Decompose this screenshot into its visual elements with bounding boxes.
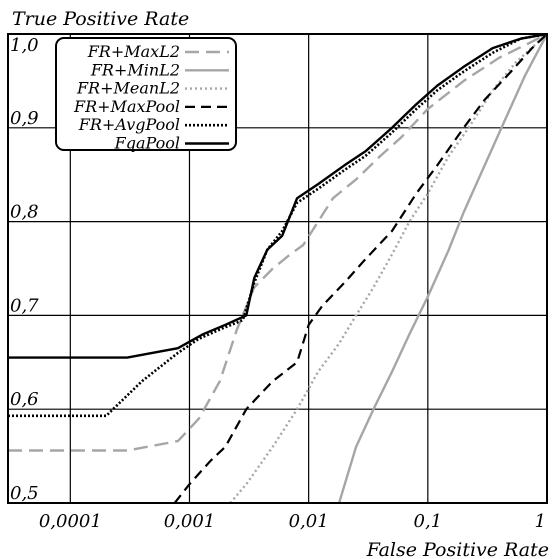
legend-label: FR+MaxL2 — [87, 42, 180, 61]
series-line-5 — [8, 34, 547, 418]
legend-label: FR+MeanL2 — [76, 79, 180, 98]
legend: FR+MaxL2FR+MinL2FR+MeanL2FR+MaxPoolFR+Av… — [55, 37, 237, 153]
legend-label: FR+MinL2 — [90, 60, 180, 79]
plot-frame — [7, 33, 548, 504]
x-axis-label: False Positive Rate — [366, 539, 549, 559]
x-tick-label: 0,01 — [289, 511, 329, 532]
legend-items: FR+MaxL2FR+MinL2FR+MeanL2FR+MaxPoolFR+Av… — [73, 42, 229, 153]
y-tick-label: 0,9 — [10, 108, 39, 129]
legend-label: FR+MaxPool — [73, 97, 180, 116]
y-tick-label: 1,0 — [10, 35, 39, 56]
x-tick-label: 0,0001 — [39, 511, 102, 532]
x-tick-label: 1 — [535, 511, 546, 532]
y-tick-label: 0,8 — [10, 202, 39, 223]
series-line-6 — [8, 34, 547, 359]
x-tick-label: 0,001 — [164, 511, 216, 532]
legend-label: FR+AvgPool — [78, 115, 180, 134]
series-lines — [8, 34, 547, 503]
y-tick-label: 0,6 — [10, 389, 39, 410]
series-line-1 — [8, 34, 547, 452]
y-axis-label: True Positive Rate — [12, 8, 189, 30]
x-tick-label: 0,1 — [414, 511, 443, 532]
legend-box — [55, 37, 237, 151]
series-line-4 — [173, 34, 547, 503]
y-tick-label: 0,7 — [10, 295, 39, 316]
y-tick-label: 0,5 — [10, 483, 39, 504]
legend-label: FqaPool — [114, 134, 180, 153]
series-line-2 — [337, 34, 547, 503]
tick-labels: 0,5 0,6 0,7 0,8 0,9 1,0 0,0001 0,001 0,01 0,1 1 — [10, 35, 546, 532]
